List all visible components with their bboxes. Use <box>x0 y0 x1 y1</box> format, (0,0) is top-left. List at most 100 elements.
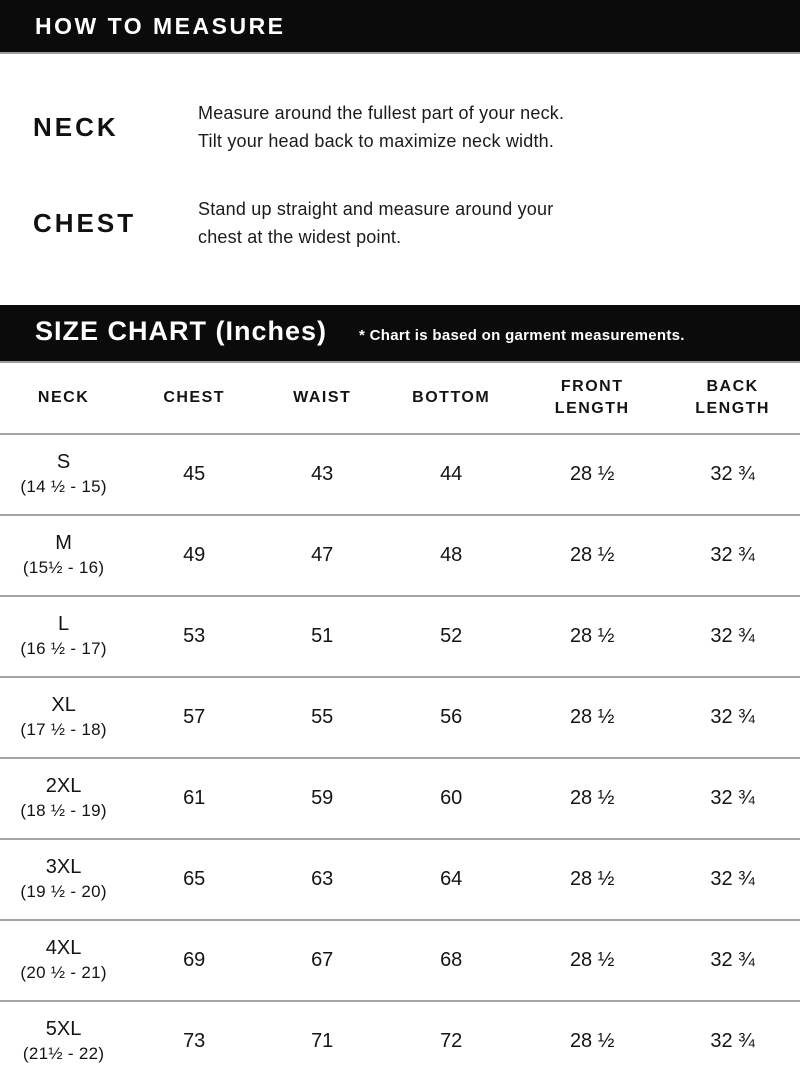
chest-value: 45 <box>127 434 262 516</box>
size-name: 3XL <box>45 856 82 879</box>
chest-description: Stand up straight and measure around you… <box>198 196 553 252</box>
size-chart-header-bar: SIZE CHART (Inches) * Chart is based on … <box>0 305 800 363</box>
neck-range: (14 ½ - 15) <box>20 477 107 497</box>
size-name: S <box>56 451 71 474</box>
chest-value: 69 <box>127 920 262 1002</box>
front-length-value: 28 ½ <box>569 1030 615 1052</box>
neck-range: (15½ - 16) <box>22 558 105 578</box>
waist-value: 47 <box>261 515 384 597</box>
bottom-value: 52 <box>383 596 520 678</box>
back-length-value: 32 ¾ <box>665 515 800 597</box>
back-length-value: 32 ¾ <box>665 596 800 678</box>
size-cell: S (14 ½ - 15) <box>0 434 128 516</box>
neck-range: (18 ½ - 19) <box>20 801 107 821</box>
size-name: XL <box>51 694 76 717</box>
neck-range: (17 ½ - 18) <box>20 720 107 740</box>
chest-value: 61 <box>127 758 262 840</box>
size-name: L <box>58 613 70 636</box>
size-chart-table: NECK CHEST WAIST BOTTOM FRONT LENGTH BACK LEN… <box>0 363 800 1067</box>
col-header-label: BACK LENGTH <box>695 378 770 417</box>
back-length-value: 32 ¾ <box>665 434 800 516</box>
waist-value: 67 <box>261 920 384 1002</box>
col-header-label: FRONT LENGTH <box>554 378 630 417</box>
chest-value: 57 <box>127 677 262 759</box>
waist-value: 71 <box>311 1030 334 1052</box>
size-name: 4XL <box>45 937 82 960</box>
size-cell: 5XL (21½ - 22) <box>0 1001 127 1067</box>
size-name: M <box>55 532 72 555</box>
measure-instructions-section: NECK Measure around the fullest part of … <box>0 54 800 305</box>
table-row-4xl: 4XL (20 ½ - 21) 69 67 68 28 ½ 32 ¾ <box>0 920 800 1002</box>
neck-label: NECK <box>33 112 119 143</box>
chest-description-line-1: Stand up straight and measure around you… <box>198 198 554 219</box>
bottom-value: 56 <box>383 677 520 759</box>
col-header-front-length: FRONT LENGTH <box>519 363 666 435</box>
col-header-label: BOTTOM <box>412 389 491 407</box>
chest-value: 53 <box>127 596 262 678</box>
size-cell: L (16 ½ - 17) <box>0 596 128 678</box>
size-cell: 4XL (20 ½ - 21) <box>0 920 128 1002</box>
table-row-l: L (16 ½ - 17) 53 51 52 28 ½ 32 ¾ <box>0 596 800 678</box>
neck-description-line-2: Tilt your head back to maximize neck wid… <box>198 130 555 151</box>
size-name: 5XL <box>45 1018 82 1041</box>
size-chart-note: * Chart is based on garment measurements… <box>359 327 685 344</box>
front-length-value: 28 ½ <box>519 677 666 759</box>
back-length-value: 32 ¾ <box>710 1030 755 1052</box>
size-chart-title: SIZE CHART (Inches) <box>35 316 328 346</box>
bottom-value: 60 <box>383 758 520 840</box>
size-cell: 3XL (19 ½ - 20) <box>0 839 128 921</box>
chest-value: 65 <box>127 839 262 921</box>
bottom-value: 68 <box>383 920 520 1002</box>
col-header-bottom: BOTTOM <box>383 363 520 435</box>
front-length-value: 28 ½ <box>519 758 666 840</box>
waist-value: 43 <box>261 434 384 516</box>
chest-description-line-2: chest at the widest point. <box>198 226 402 247</box>
front-length-value: 28 ½ <box>519 920 666 1002</box>
neck-range: (19 ½ - 20) <box>20 882 107 902</box>
waist-value: 63 <box>261 839 384 921</box>
how-to-measure-header-bar: HOW TO MEASURE <box>0 0 800 54</box>
size-cell: 2XL (18 ½ - 19) <box>0 758 128 840</box>
size-chart-table-body: S (14 ½ - 15) 45 43 44 28 ½ 32 ¾ M (15½ - 16) 49 4… <box>0 434 800 1067</box>
back-length-value: 32 ¾ <box>665 677 800 759</box>
size-cell: XL (17 ½ - 18) <box>0 677 128 759</box>
front-length-value: 28 ½ <box>519 839 666 921</box>
bottom-value: 48 <box>383 515 520 597</box>
measure-row-chest: CHEST Stand up straight and measure arou… <box>0 196 800 252</box>
col-header-label: CHEST <box>163 389 226 407</box>
col-header-waist: WAIST <box>261 363 384 435</box>
col-header-neck: NECK <box>0 363 128 435</box>
back-length-value: 32 ¾ <box>665 920 800 1002</box>
front-length-value: 28 ½ <box>519 515 666 597</box>
waist-value: 51 <box>261 596 384 678</box>
table-row-5xl: 5XL (21½ - 22) 73 71 72 28 ½ 32 ¾ <box>0 1001 800 1067</box>
bottom-value: 64 <box>383 839 520 921</box>
table-row-3xl: 3XL (19 ½ - 20) 65 63 64 28 ½ 32 ¾ <box>0 839 800 921</box>
bottom-value: 44 <box>383 434 520 516</box>
size-cell: M (15½ - 16) <box>0 515 128 597</box>
col-header-chest: CHEST <box>127 363 262 435</box>
col-header-label: WAIST <box>293 389 352 407</box>
chest-value: 49 <box>127 515 262 597</box>
col-header-label: NECK <box>37 389 90 407</box>
front-length-value: 28 ½ <box>519 434 666 516</box>
front-length-value: 28 ½ <box>519 596 666 678</box>
neck-range: (21½ - 22) <box>22 1044 105 1064</box>
neck-range: (20 ½ - 21) <box>20 963 107 983</box>
neck-description-line-1: Measure around the fullest part of your … <box>198 103 565 123</box>
table-row-s: S (14 ½ - 15) 45 43 44 28 ½ 32 ¾ <box>0 434 800 516</box>
chest-label: CHEST <box>33 208 137 239</box>
col-header-back-length: BACK LENGTH <box>665 363 800 435</box>
bottom-value: 72 <box>440 1030 463 1052</box>
table-row-2xl: 2XL (18 ½ - 19) 61 59 60 28 ½ 32 ¾ <box>0 758 800 840</box>
neck-description: Measure around the fullest part of your … <box>198 100 564 156</box>
back-length-value: 32 ¾ <box>665 758 800 840</box>
measure-row-neck: NECK Measure around the fullest part of … <box>0 100 800 156</box>
table-row-m: M (15½ - 16) 49 47 48 28 ½ 32 ¾ <box>0 515 800 597</box>
waist-value: 59 <box>261 758 384 840</box>
back-length-value: 32 ¾ <box>665 839 800 921</box>
size-name: 2XL <box>45 775 82 798</box>
table-header-row: NECK CHEST WAIST BOTTOM FRONT LENGTH BACK LEN… <box>0 363 800 435</box>
how-to-measure-title: HOW TO MEASURE <box>35 12 286 39</box>
chest-value: 73 <box>183 1030 206 1052</box>
